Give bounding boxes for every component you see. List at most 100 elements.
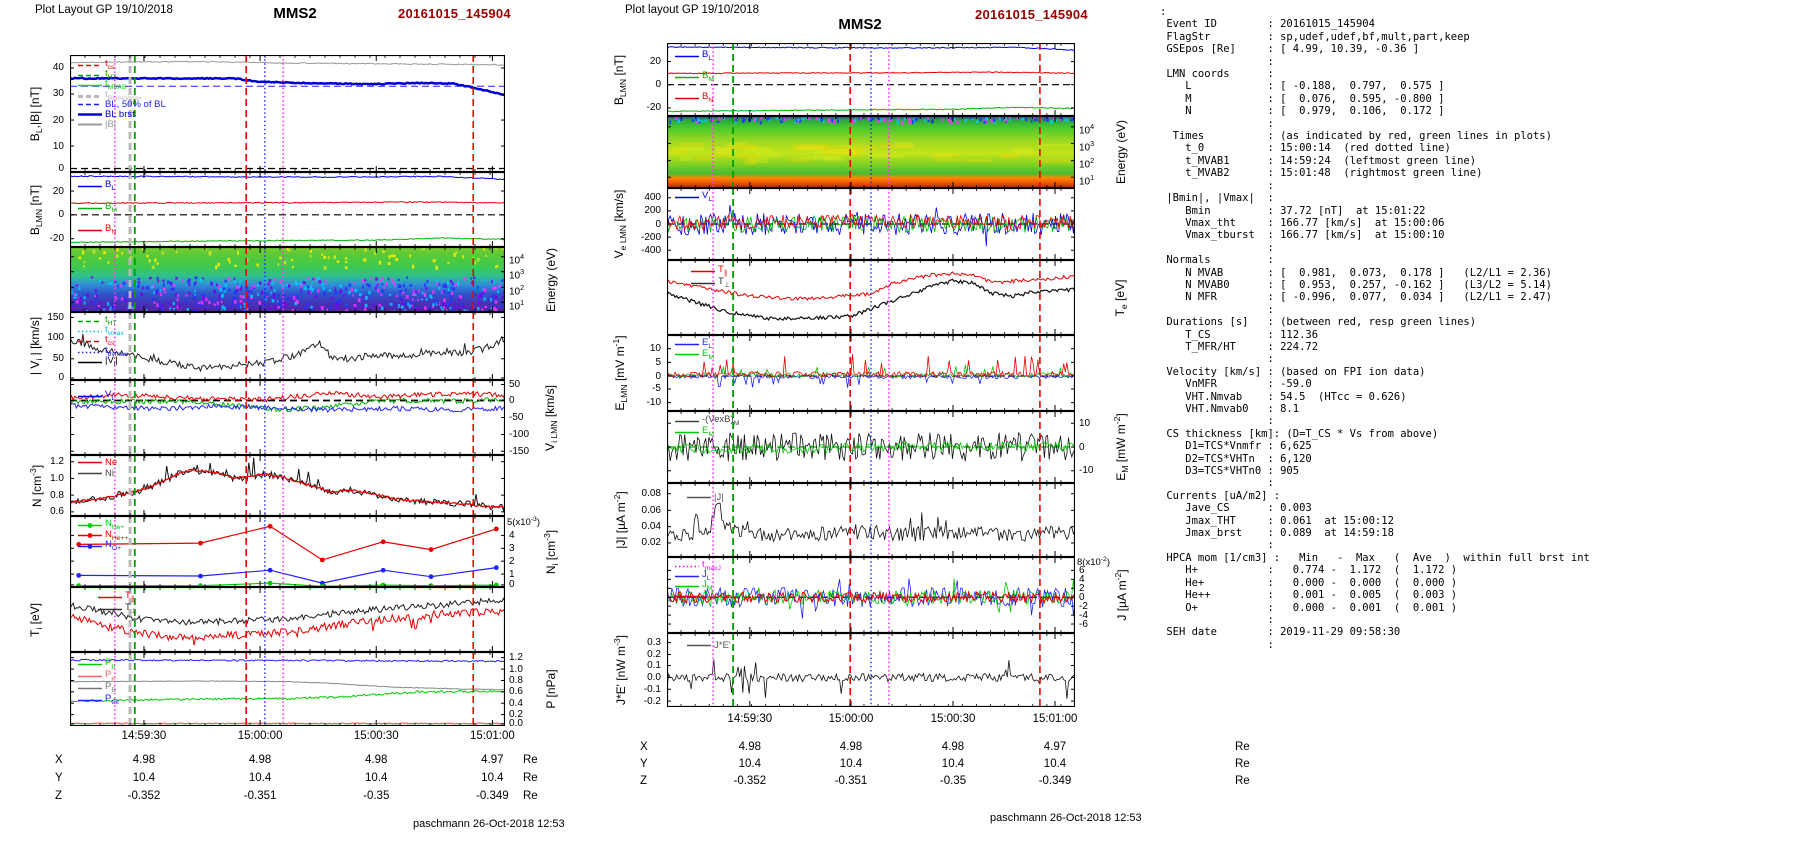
axis-tick-label: -200 [640, 231, 661, 243]
signature-footer-left: paschmann 26-Oct-2018 12:53 [413, 818, 565, 830]
axis-tick-label: 0 [58, 372, 64, 384]
axis-tick-label: -4 [1079, 609, 1088, 621]
axis-tick-label: 2 [509, 555, 515, 567]
info-line: Jmax_THT : 0.061 at 15:00:12 [1160, 514, 1394, 527]
info-line: M : [ 0.076, 0.595, -0.800 ] [1160, 92, 1445, 105]
axis-tick-label: -5 [652, 383, 661, 395]
pos-value: 4.98 [132, 754, 156, 766]
panel-n-density: Ne Ni [70, 455, 505, 516]
info-line: LMN coords : [1160, 68, 1274, 81]
info-line: Jave_CS : 0.003 [1160, 502, 1312, 515]
pos-unit: Re [523, 754, 538, 766]
info-line: VHT.Nmvab0 : 8.1 [1160, 403, 1300, 415]
info-line: |Bmin|, |Vmax| : [1160, 192, 1274, 205]
panel-ve-lmn: VL [667, 188, 1075, 260]
panel-bl-b: tcs tHT tMVAB tBLmin/max BL, 50% of BL BL brs… [70, 55, 505, 172]
pos-value: 10.4 [839, 758, 863, 770]
axis-tick-label: 4 [1079, 573, 1085, 585]
pos-value: -0.351 [243, 790, 277, 802]
axis-label-te: Te [eV] [1112, 279, 1130, 316]
info-line: GSEpos [Re] : [ 4.99, 10.39, -0.36 ] [1160, 43, 1420, 56]
axis-tick-label: -0.1 [643, 683, 661, 695]
axis-tick-label: 0 [1079, 441, 1085, 453]
info-line: Jmax_brst : 0.089 at 14:59:18 [1160, 527, 1394, 540]
axis-tick-label: 0.2 [509, 709, 523, 721]
info-line: : [1160, 638, 1274, 651]
axis-tick-label: 0.06 [641, 504, 661, 516]
info-line: O+ : 0.000 - 0.001 ( 0.001 ) [1160, 601, 1458, 614]
time-axis-label: 14:59:30 [121, 730, 167, 742]
panel-j-lmn: tmaxJ JL JM JN [667, 557, 1075, 633]
info-line: D1=TCS*Vnmfr : 6,625 [1160, 440, 1312, 453]
axis-label-b-lmn: BLMN [nT] [611, 54, 629, 105]
axis-tick-label: 20 [52, 114, 64, 126]
pos-value: 10.4 [365, 772, 388, 784]
axis-tick-label: 50 [509, 379, 521, 390]
info-line: Normals : [1160, 254, 1274, 267]
time-axis-label: 15:01:00 [469, 730, 515, 742]
info-line: SEH date : 2019-11-29 09:58:30 [1160, 626, 1401, 639]
info-line: N : [ 0.979, 0.106, 0.172 ] [1160, 105, 1445, 118]
axis-tick-label: 0 [655, 218, 661, 230]
info-line: D2=TCS*VHTn : 6,120 [1160, 452, 1312, 465]
axis-label-pressure: P [nPa] [544, 669, 558, 709]
axis-tick-label: -150 [509, 445, 530, 457]
axis-multiplier-annotation: 8(x10-2) [1077, 555, 1111, 568]
pos-value: 4.97 [1043, 741, 1067, 753]
axis-tick-label: 150 [47, 311, 64, 323]
axis-label-hpca-density: Ni [cm-3] [541, 529, 561, 574]
axis-tick-label: 0.04 [641, 521, 661, 533]
pos-value: -0.35 [939, 775, 967, 787]
info-line: He++ : 0.001 - 0.005 ( 0.003 ) [1160, 589, 1458, 602]
pos-value: -0.35 [363, 790, 390, 802]
info-line: N MVAB : [ 0.981, 0.073, 0.178 ] (L2/L1 … [1160, 266, 1552, 279]
info-line: VHT.Nmvab : 54.5 (HTcc = 0.626) [1160, 390, 1407, 403]
figure-title-left: MMS2 [273, 5, 317, 22]
axis-multiplier-annotation: 5(x10-3) [507, 515, 541, 529]
pos-value: -0.352 [733, 775, 767, 787]
axis-tick-label: 104 [509, 252, 525, 267]
axis-tick-label: 3 [509, 542, 515, 554]
axis-label-bl-b: BL,|B| [nT] [27, 86, 45, 141]
axis-tick-label: -400 [640, 244, 661, 256]
info-line: : [1160, 539, 1274, 552]
axis-tick-label: 101 [509, 297, 525, 313]
axis-tick-label: 10 [649, 343, 661, 355]
pos-value: 10.4 [481, 772, 504, 784]
pos-value: 4.98 [941, 741, 965, 753]
axis-tick-label: 0 [58, 162, 64, 174]
axis-label-e-espec: Energy (eV) [1114, 119, 1128, 185]
axis-tick-label: 1.0 [509, 663, 523, 675]
axis-label-b-lmn: BLMN [nT] [27, 184, 45, 235]
axis-tick-label: 0.0 [509, 718, 523, 730]
event-id-left: 20161015_145904 [398, 6, 511, 21]
pos-row-label: X [55, 754, 63, 766]
info-line: D3=TCS*VHTn0 : 905 [1160, 465, 1300, 478]
signature-footer-middle: paschmann 26-Oct-2018 12:53 [990, 812, 1142, 824]
axis-tick-label: 0.1 [647, 660, 661, 672]
info-line: : [1160, 477, 1274, 490]
axis-tick-label: 6 [1079, 564, 1085, 576]
axis-tick-label: 10 [52, 140, 64, 152]
axis-tick-label: -20 [646, 102, 661, 114]
info-line: N MVAB0 : [ 0.953, 0.257, -0.162 ] (L3/L… [1160, 278, 1552, 291]
info-line: t_MVAB2 : 15:01:48 (rightmost green line… [1160, 167, 1483, 180]
panel-j-mag: |J| [667, 483, 1075, 557]
axis-tick-label: 101 [1079, 172, 1095, 188]
axis-tick-label: 1.2 [509, 652, 523, 664]
axis-tick-label: 102 [1079, 156, 1095, 171]
axis-tick-label: 1 [509, 568, 515, 580]
pos-value: 10.4 [1043, 758, 1067, 770]
axis-tick-label: 1.2 [50, 456, 64, 468]
axis-tick-label: -50 [509, 412, 524, 423]
info-line: T_MFR/HT : 224.72 [1160, 340, 1319, 353]
axis-label-ion-espec: Energy (eV) [544, 247, 558, 312]
axis-tick-label: -100 [509, 429, 530, 441]
panel-e-espec [667, 116, 1075, 188]
panel-vi-mag: tHT tvmax tcs tdvmax |Vi| [70, 312, 505, 380]
info-line: : [1160, 179, 1274, 192]
plot-layout-header-middle: Plot layout GP 19/10/2018 [625, 4, 760, 16]
pos-value: 10.4 [738, 758, 761, 770]
axis-tick-label: 0 [655, 370, 661, 382]
info-line: Vmax_tburst : 166.77 [km/s] at 15:00:10 [1160, 229, 1445, 242]
